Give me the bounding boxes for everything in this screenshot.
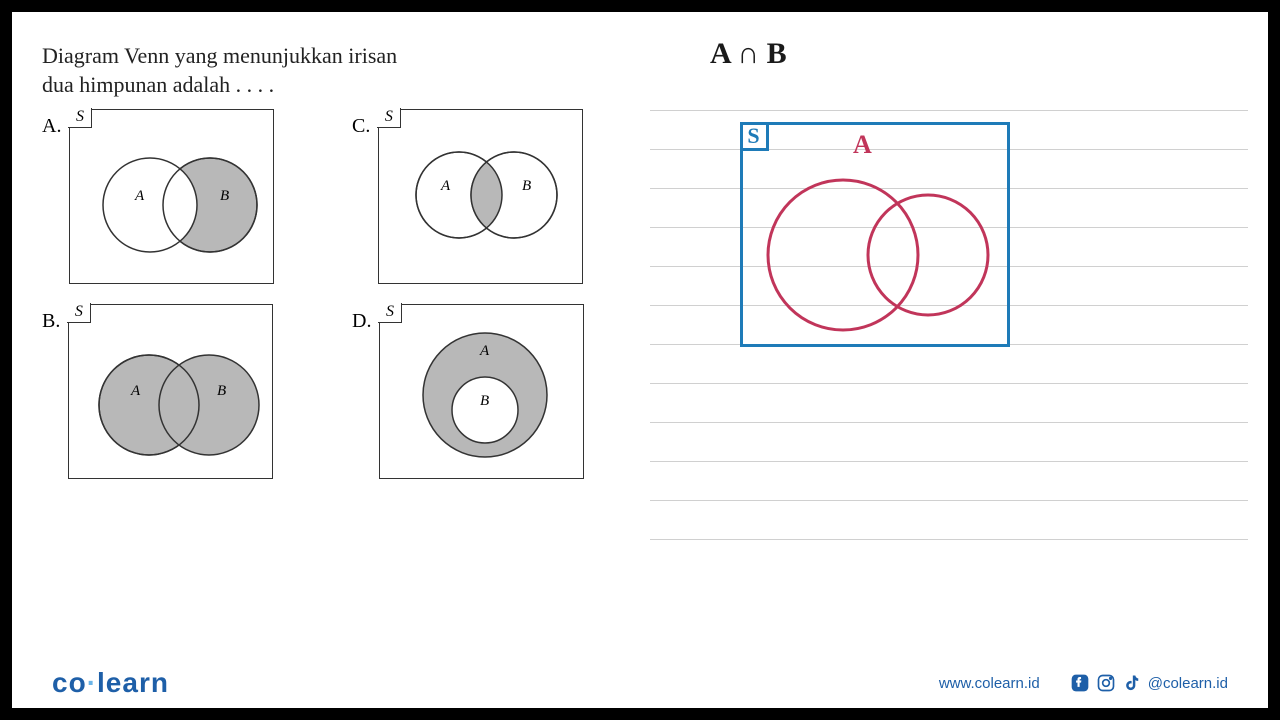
question-text: Diagram Venn yang menunjukkan irisan dua… xyxy=(42,42,620,99)
drawing-universe-label: S xyxy=(741,123,769,151)
venn-d-set-b-label: B xyxy=(480,393,489,409)
tiktok-icon[interactable] xyxy=(1122,673,1142,693)
drawing-venn xyxy=(743,125,1013,350)
handwritten-title: A ∩ B xyxy=(710,37,787,71)
venn-a-diagram: A B xyxy=(70,110,275,285)
workspace-pane: A ∩ B S A xyxy=(640,12,1268,658)
question-line-1: Diagram Venn yang menunjukkan irisan xyxy=(42,43,397,68)
footer-url[interactable]: www.colearn.id xyxy=(939,675,1040,692)
venn-c-box: S A B xyxy=(378,109,583,284)
option-a-label: A. xyxy=(42,115,61,138)
venn-c-diagram: A B xyxy=(379,110,584,285)
venn-a-set-b-label: B xyxy=(220,188,229,204)
option-c[interactable]: C. S A B xyxy=(352,109,662,294)
drawing-set-a-label: A xyxy=(853,130,872,160)
venn-c-set-b-label: B xyxy=(522,178,531,194)
venn-c-universe-label: S xyxy=(377,108,401,128)
venn-d-diagram: A B xyxy=(380,305,585,480)
main-container: Diagram Venn yang menunjukkan irisan dua… xyxy=(12,12,1268,708)
venn-b-universe-label: S xyxy=(67,303,91,323)
option-c-label: C. xyxy=(352,115,370,138)
footer: co·learn www.colearn.id @colearn.id xyxy=(12,658,1268,708)
question-line-2: dua himpunan adalah . . . . xyxy=(42,72,274,97)
venn-a-set-a-label: A xyxy=(134,188,145,204)
drawing-box: S A xyxy=(740,122,1010,347)
venn-b-diagram: A B xyxy=(69,305,274,480)
venn-a-box: S A B xyxy=(69,109,274,284)
brand-logo: co·learn xyxy=(52,667,169,699)
facebook-icon[interactable] xyxy=(1070,673,1090,693)
option-a[interactable]: A. S A B xyxy=(42,109,352,294)
venn-c-set-a-label: A xyxy=(440,178,451,194)
venn-b-set-b-label: B xyxy=(217,383,226,399)
logo-co: co xyxy=(52,667,87,698)
option-b[interactable]: B. S A B xyxy=(42,304,352,489)
venn-a-universe-label: S xyxy=(68,108,92,128)
question-pane: Diagram Venn yang menunjukkan irisan dua… xyxy=(12,12,640,658)
option-d[interactable]: D. S A B xyxy=(352,304,662,489)
option-d-label: D. xyxy=(352,310,371,333)
venn-d-box: S A B xyxy=(379,304,584,479)
venn-d-universe-label: S xyxy=(378,303,402,323)
social-links: @colearn.id xyxy=(1070,673,1228,693)
logo-learn: learn xyxy=(97,667,169,698)
venn-d-set-a-label: A xyxy=(479,343,490,359)
venn-b-box: S A B xyxy=(68,304,273,479)
content-area: Diagram Venn yang menunjukkan irisan dua… xyxy=(12,12,1268,658)
options-grid: A. S A B C. xyxy=(42,109,620,489)
social-handle: @colearn.id xyxy=(1148,675,1228,692)
instagram-icon[interactable] xyxy=(1096,673,1116,693)
option-b-label: B. xyxy=(42,310,60,333)
venn-b-set-a-label: A xyxy=(130,383,141,399)
footer-right: www.colearn.id @colearn.id xyxy=(939,673,1228,693)
